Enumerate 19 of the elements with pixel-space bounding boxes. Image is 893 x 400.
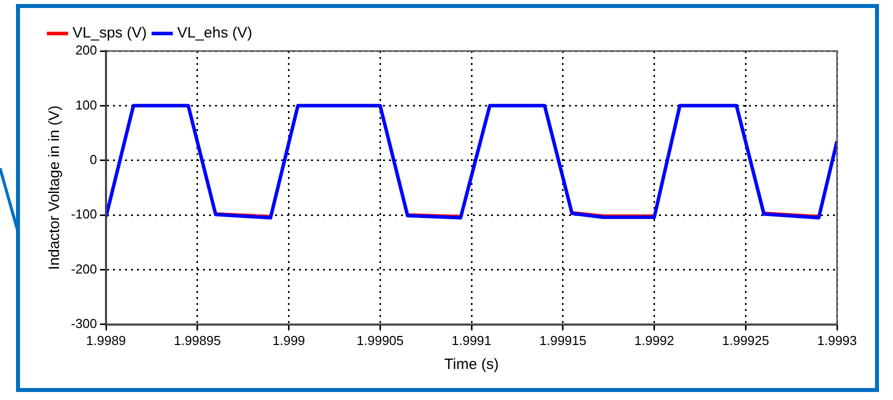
- y-tick-label: -300: [70, 316, 98, 331]
- y-tick-label: -100: [70, 206, 98, 222]
- x-tick-label: 1.99915: [539, 332, 586, 348]
- y-tick-label: 100: [75, 97, 98, 112]
- x-tick-label: 1.999: [272, 332, 306, 348]
- x-tick-label: 1.9993: [817, 332, 857, 348]
- legend-label: VL_ehs (V): [177, 24, 252, 42]
- x-tick-label: 1.9991: [452, 332, 492, 348]
- x-tick-label: 1.99895: [174, 332, 221, 348]
- x-tick-label: 1.99925: [722, 332, 770, 348]
- x-tick-label: 1.9989: [86, 332, 126, 348]
- x-axis-title: Time (s): [444, 356, 499, 374]
- x-tick-label: 1.9992: [634, 332, 674, 348]
- x-tick-label: 1.99905: [356, 332, 404, 348]
- y-tick-label: 0: [90, 152, 98, 167]
- y-tick-label: 200: [75, 42, 98, 58]
- y-axis-title: Indactor Voltage in in (V): [46, 106, 64, 270]
- y-tick-label: -200: [70, 261, 98, 276]
- legend-label: VL_sps (V): [72, 24, 147, 42]
